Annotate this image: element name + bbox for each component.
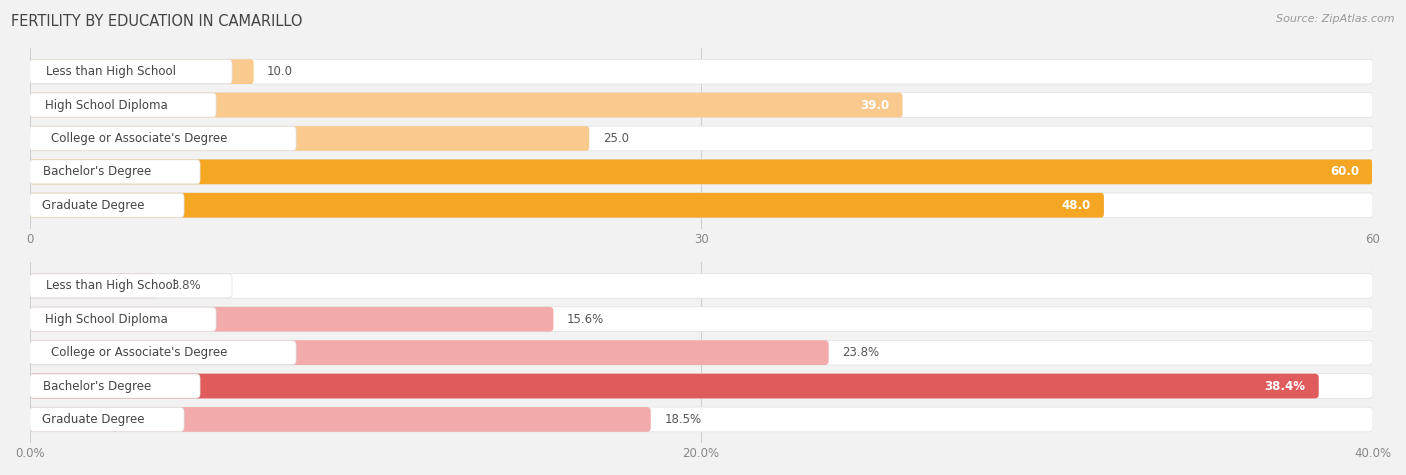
Text: 48.0: 48.0 — [1062, 199, 1091, 212]
FancyBboxPatch shape — [30, 274, 157, 298]
FancyBboxPatch shape — [30, 126, 589, 151]
FancyBboxPatch shape — [30, 160, 1372, 184]
FancyBboxPatch shape — [30, 193, 184, 217]
Text: 23.8%: 23.8% — [842, 346, 879, 359]
FancyBboxPatch shape — [30, 374, 200, 398]
Text: 25.0: 25.0 — [603, 132, 628, 145]
FancyBboxPatch shape — [30, 160, 1372, 184]
Text: 10.0: 10.0 — [267, 65, 292, 78]
Text: College or Associate's Degree: College or Associate's Degree — [51, 346, 228, 359]
FancyBboxPatch shape — [30, 59, 253, 84]
FancyBboxPatch shape — [30, 126, 1372, 151]
FancyBboxPatch shape — [30, 340, 1372, 365]
Text: High School Diploma: High School Diploma — [45, 98, 167, 112]
Text: Bachelor's Degree: Bachelor's Degree — [44, 380, 152, 392]
Text: Graduate Degree: Graduate Degree — [42, 413, 145, 426]
Text: High School Diploma: High School Diploma — [45, 313, 167, 326]
Text: Graduate Degree: Graduate Degree — [42, 199, 145, 212]
FancyBboxPatch shape — [30, 93, 903, 117]
FancyBboxPatch shape — [30, 126, 297, 151]
FancyBboxPatch shape — [30, 408, 184, 431]
FancyBboxPatch shape — [30, 274, 232, 298]
Text: 18.5%: 18.5% — [664, 413, 702, 426]
Text: 15.6%: 15.6% — [567, 313, 605, 326]
Text: Bachelor's Degree: Bachelor's Degree — [44, 165, 152, 178]
Text: 60.0: 60.0 — [1330, 165, 1360, 178]
FancyBboxPatch shape — [30, 160, 200, 184]
Text: 3.8%: 3.8% — [170, 279, 201, 292]
Text: Less than High School: Less than High School — [46, 65, 176, 78]
FancyBboxPatch shape — [30, 374, 1319, 399]
FancyBboxPatch shape — [30, 407, 651, 432]
Text: Source: ZipAtlas.com: Source: ZipAtlas.com — [1277, 14, 1395, 24]
FancyBboxPatch shape — [30, 341, 297, 365]
FancyBboxPatch shape — [30, 307, 554, 332]
FancyBboxPatch shape — [30, 374, 1372, 399]
Text: 39.0: 39.0 — [860, 98, 889, 112]
FancyBboxPatch shape — [30, 93, 217, 117]
Text: FERTILITY BY EDUCATION IN CAMARILLO: FERTILITY BY EDUCATION IN CAMARILLO — [11, 14, 302, 29]
Text: College or Associate's Degree: College or Associate's Degree — [51, 132, 228, 145]
Text: 38.4%: 38.4% — [1264, 380, 1305, 392]
FancyBboxPatch shape — [30, 59, 232, 84]
FancyBboxPatch shape — [30, 274, 1372, 298]
FancyBboxPatch shape — [30, 193, 1104, 218]
Text: Less than High School: Less than High School — [46, 279, 176, 292]
FancyBboxPatch shape — [30, 59, 1372, 84]
FancyBboxPatch shape — [30, 307, 217, 331]
FancyBboxPatch shape — [30, 307, 1372, 332]
FancyBboxPatch shape — [30, 340, 828, 365]
FancyBboxPatch shape — [30, 193, 1372, 218]
FancyBboxPatch shape — [30, 407, 1372, 432]
FancyBboxPatch shape — [30, 93, 1372, 117]
